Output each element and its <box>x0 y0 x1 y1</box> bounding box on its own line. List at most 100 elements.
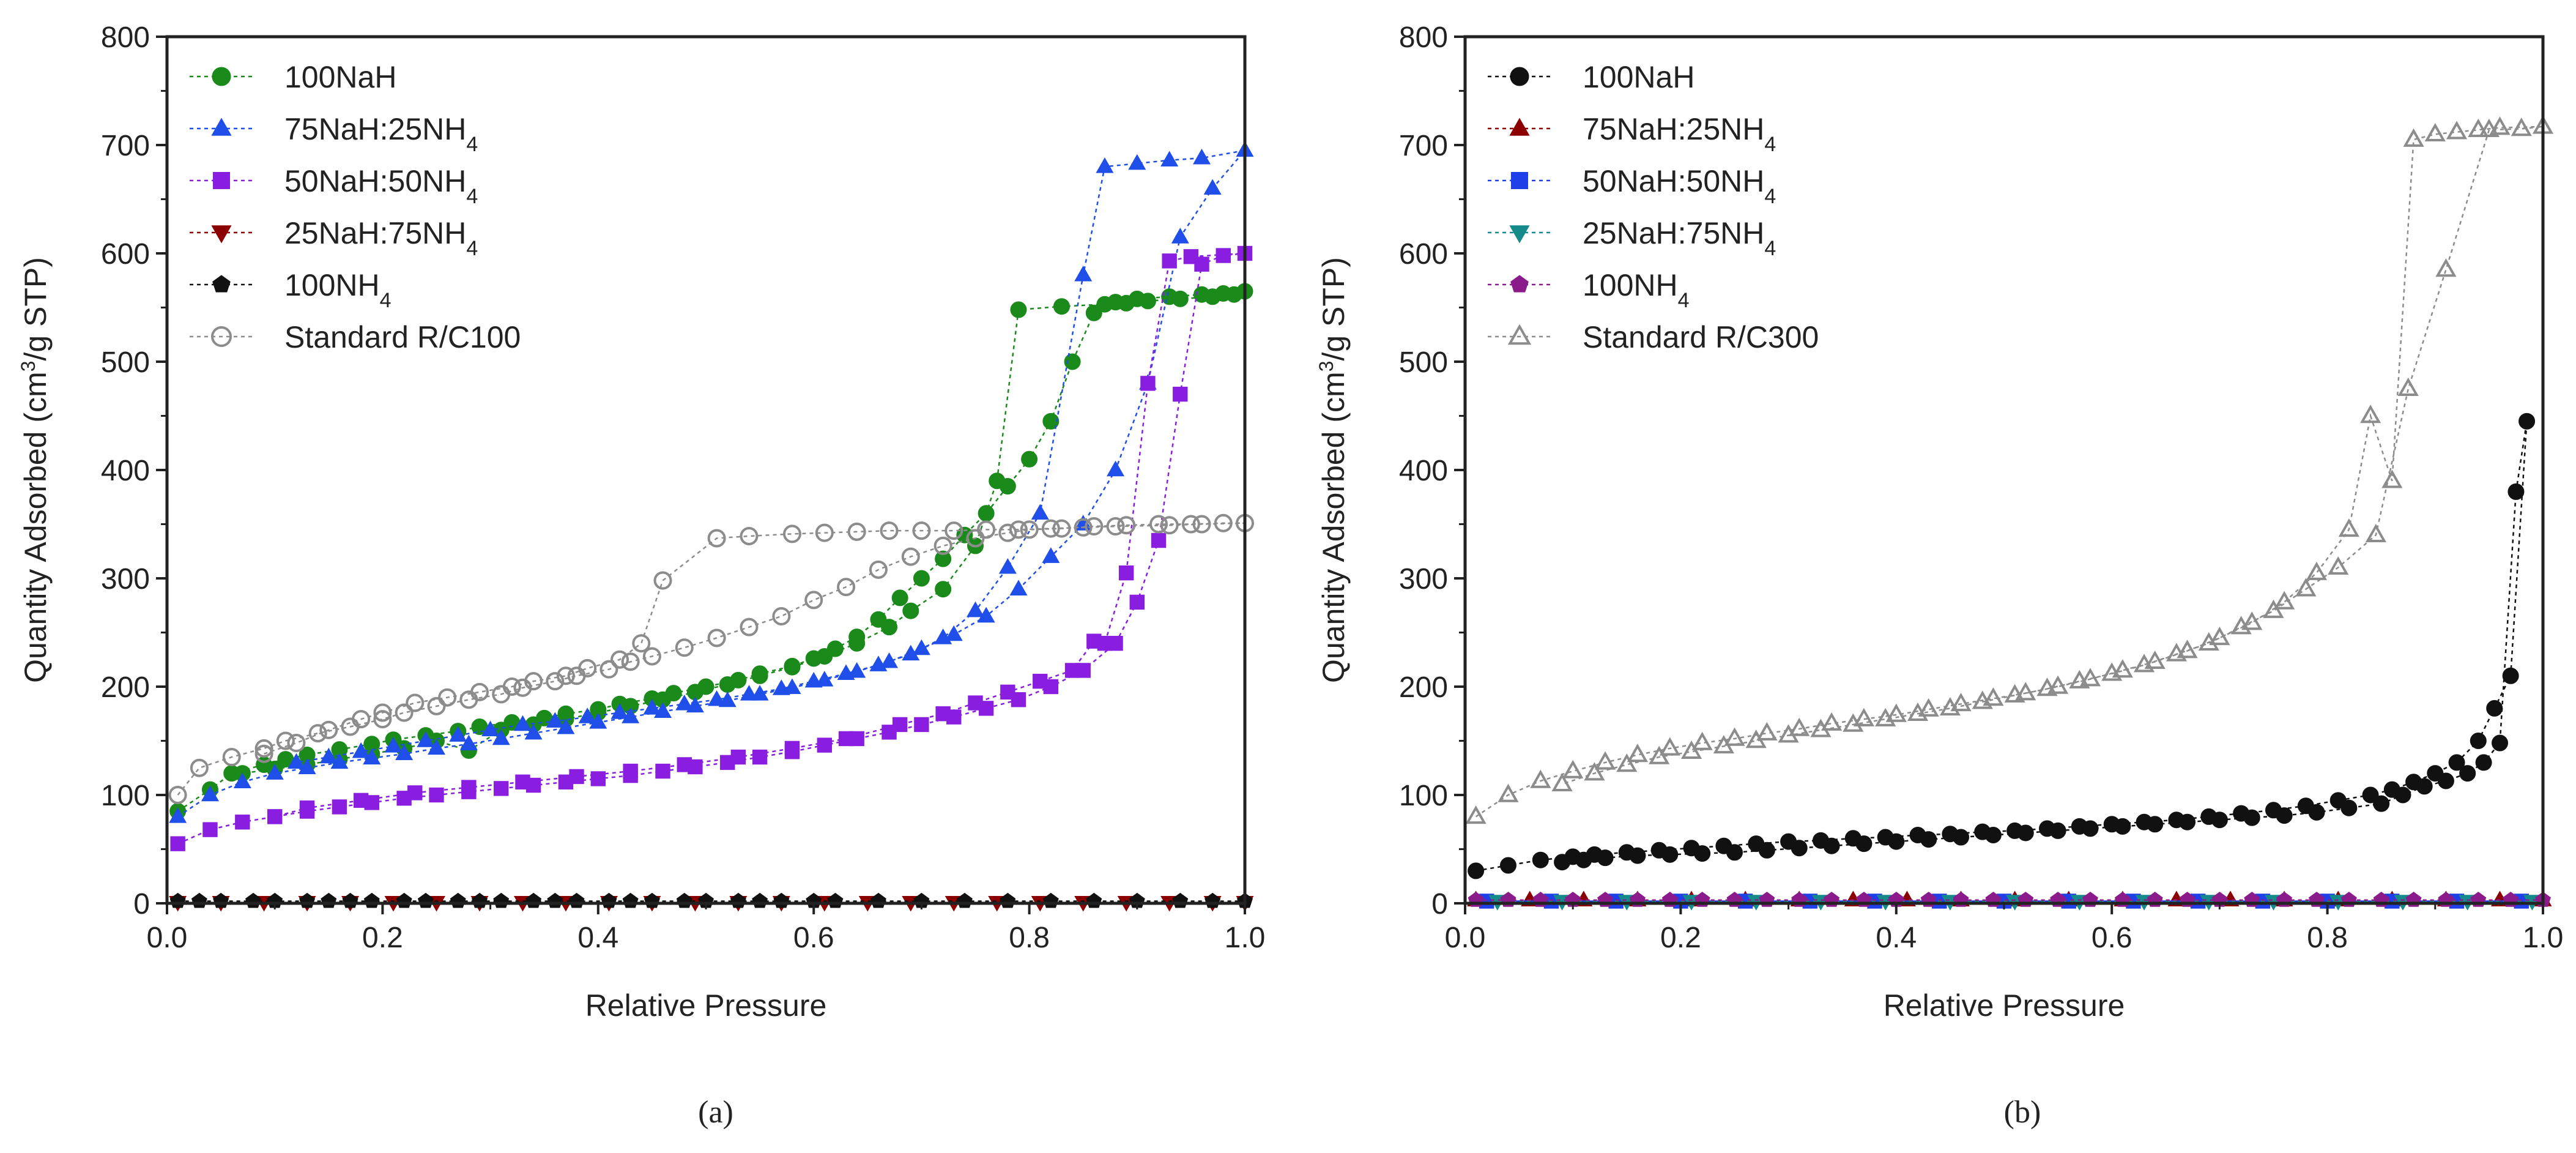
data-point <box>546 672 565 691</box>
data-point <box>1575 851 1592 868</box>
data-point <box>2079 668 2101 687</box>
data-point <box>816 647 833 665</box>
legend-item: 100NH4 <box>1488 268 1690 312</box>
data-point <box>870 892 886 908</box>
series-line <box>177 522 1245 796</box>
y-axis-label-b: Quantity Adsorbed (cm3/g STP) <box>1315 257 1351 683</box>
data-point <box>2308 804 2325 821</box>
data-point <box>233 772 251 789</box>
data-point <box>1953 829 1970 846</box>
y-tick-label: 600 <box>101 238 150 271</box>
x-tick-label: 0.0 <box>1445 922 1486 954</box>
data-point <box>1096 157 1114 173</box>
data-point <box>1053 298 1070 315</box>
data-point <box>1151 532 1167 548</box>
legend-label: 100NH4 <box>1583 268 1690 312</box>
data-point <box>1118 294 1135 312</box>
data-point <box>2295 578 2317 597</box>
data-point <box>1907 702 1929 721</box>
data-point <box>1204 288 1221 305</box>
data-point <box>935 550 952 567</box>
data-point <box>655 763 670 779</box>
data-point <box>2397 377 2419 396</box>
data-point <box>1853 707 1875 726</box>
data-point <box>2177 640 2198 659</box>
data-point <box>623 763 638 779</box>
data-point <box>1661 846 1679 863</box>
data-point <box>470 682 489 701</box>
legend-marker <box>1510 275 1529 293</box>
data-point <box>2489 116 2511 135</box>
y-axis-label-a: Quantity Adsorbed (cm3/g STP) <box>17 257 53 683</box>
x-ticks-a: 0.0 0.2 0.4 0.6 0.8 1.0 <box>147 903 1265 954</box>
legend-label: 50NaH:50NH4 <box>1583 164 1776 208</box>
data-point <box>935 581 952 598</box>
data-point <box>2365 523 2386 542</box>
data-point <box>481 720 500 737</box>
data-point <box>1821 712 1843 731</box>
legend-marker <box>212 275 231 293</box>
y-tick-label: 500 <box>101 346 150 379</box>
data-point <box>707 629 726 647</box>
legend-marker <box>1511 172 1528 189</box>
data-point <box>515 774 530 789</box>
data-point <box>1972 690 1993 709</box>
x-tick-label: 0.2 <box>362 922 403 954</box>
data-point <box>2112 659 2133 678</box>
legend-item: 100NaH <box>190 60 396 94</box>
data-point <box>321 892 337 908</box>
data-point <box>902 644 920 661</box>
data-point <box>493 892 510 908</box>
data-point <box>1554 854 1571 871</box>
data-point <box>1888 833 1905 850</box>
data-point <box>643 699 661 715</box>
data-point <box>525 892 542 908</box>
data-point <box>880 521 899 540</box>
data-point <box>222 748 241 767</box>
data-point <box>2470 733 2487 749</box>
data-point <box>2435 258 2457 277</box>
data-point <box>459 734 478 751</box>
data-point <box>815 671 834 687</box>
data-point <box>2478 118 2500 137</box>
y-tick-label: 600 <box>1399 238 1448 271</box>
caption-b: (b) <box>2004 1095 2041 1130</box>
data-point <box>2381 469 2403 488</box>
data-point <box>276 731 295 750</box>
data-point <box>1042 412 1060 430</box>
data-point <box>191 892 207 908</box>
data-point <box>2468 118 2489 137</box>
data-point <box>677 757 692 772</box>
data-point <box>319 747 338 764</box>
data-point <box>502 677 521 696</box>
data-point <box>752 749 768 765</box>
x-tick-label: 0.8 <box>1009 922 1050 954</box>
data-point <box>1172 892 1189 908</box>
data-point <box>568 892 585 908</box>
data-point <box>804 591 823 610</box>
data-point <box>319 720 338 739</box>
data-point <box>1594 751 1616 770</box>
x-tick-label: 0.2 <box>1660 922 1701 954</box>
data-point <box>417 731 435 747</box>
x-tick-label: 0.6 <box>2092 922 2132 954</box>
data-point <box>998 523 1017 542</box>
y-tick-label: 200 <box>101 671 150 704</box>
x-ticks-b: 0.0 0.2 0.4 0.6 0.8 1.0 <box>1445 903 2563 954</box>
data-point <box>2403 128 2424 147</box>
legend-item: 75NaH:25NH4 <box>190 112 478 156</box>
data-point <box>168 786 187 804</box>
data-point <box>891 589 908 606</box>
data-point <box>772 606 791 625</box>
data-point <box>287 734 306 753</box>
data-point <box>2416 778 2433 795</box>
data-point <box>417 892 434 908</box>
data-point <box>2486 700 2503 717</box>
legend-marker <box>1509 225 1530 244</box>
legend-item: 75NaH:25NH4 <box>1488 112 1776 156</box>
data-point <box>914 717 929 733</box>
legend-marker <box>211 326 232 347</box>
data-point <box>1033 673 1048 689</box>
data-point <box>2198 632 2219 651</box>
data-point <box>2448 754 2465 771</box>
